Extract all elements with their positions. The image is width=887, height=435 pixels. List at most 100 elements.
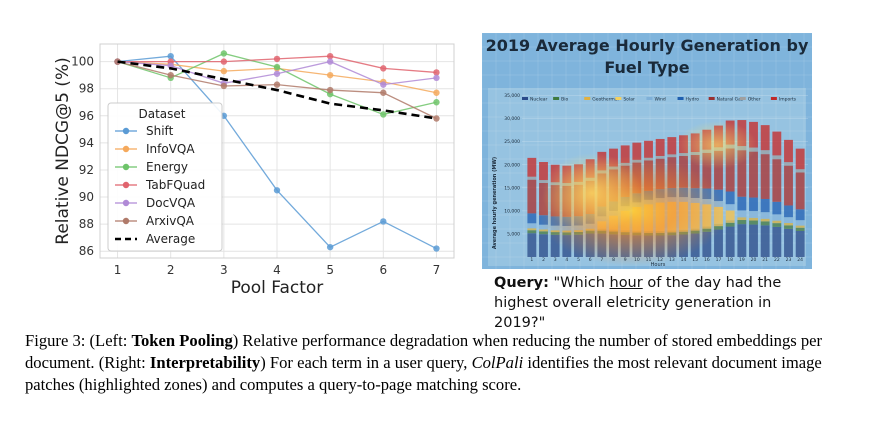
patch-cell — [551, 88, 567, 104]
data-point-shift — [380, 218, 387, 225]
patch-cell — [663, 116, 679, 132]
query-text: Query: "Which hour of the day had the hi… — [494, 273, 824, 333]
patch-cell — [775, 60, 791, 76]
patch-cell — [607, 74, 623, 90]
fuel-legend-swatch — [739, 97, 746, 100]
stack-segment — [737, 224, 747, 257]
hour-tick-label: 12 — [657, 257, 663, 263]
patch-cell — [663, 46, 679, 62]
patch-cell — [649, 88, 665, 104]
stack-segment — [772, 214, 782, 221]
hour-tick-label: 20 — [751, 257, 757, 263]
patch-cell — [663, 74, 679, 90]
patch-cell — [663, 88, 679, 104]
hour-tick-label: 3 — [554, 257, 557, 263]
x-axis-label: Pool Factor — [231, 278, 324, 298]
patch-cell — [775, 88, 791, 104]
fuel-legend-label: Imports — [779, 97, 797, 103]
patch-cell — [537, 144, 553, 160]
patch-cell — [621, 74, 637, 90]
data-point-tabfquad — [433, 69, 440, 76]
stack-segment — [772, 201, 782, 215]
hour-tick-label: 6 — [589, 257, 592, 263]
patch-cell — [495, 116, 511, 132]
stack-segment — [772, 131, 782, 156]
patch-cell — [607, 102, 623, 118]
data-point-arxivqa — [220, 82, 228, 90]
stack-segment — [784, 165, 793, 206]
legend-label-infovqa: InfoVQA — [146, 142, 195, 156]
patch-cell — [593, 60, 609, 76]
caption-mid-2: ) For each term in a user query, — [260, 353, 472, 372]
stack-segment — [737, 220, 747, 225]
patch-cell — [663, 102, 679, 118]
patch-cell — [803, 130, 812, 146]
figure-title-line2: Fuel Type — [604, 58, 689, 77]
patch-cell — [621, 130, 637, 146]
stack-segment — [539, 162, 548, 181]
patch-cell — [565, 33, 581, 48]
patch-cell — [761, 60, 777, 76]
patch-cell — [551, 130, 567, 146]
stack-segment — [702, 152, 712, 189]
legend-label-tabfquad: TabFQuad — [145, 178, 205, 192]
data-point-shift — [167, 52, 174, 60]
patch-cell — [705, 256, 721, 269]
patch-cell — [733, 102, 749, 118]
hour-tick-label: 10 — [634, 257, 640, 263]
patch-cell — [733, 74, 749, 90]
patch-cell — [523, 60, 539, 76]
patch-cell — [733, 33, 749, 48]
patch-cell — [537, 33, 553, 48]
patch-cell — [579, 60, 595, 76]
patch-cell — [705, 33, 721, 48]
patch-cell — [789, 33, 805, 48]
hour-tick-label: 21 — [762, 257, 768, 263]
patch-cell — [803, 74, 812, 90]
legend-label-energy: Energy — [146, 160, 188, 174]
stack-segment — [760, 221, 770, 226]
hour-tick-labels: 1 2 3 4 5 6 7 8 9 10 11 12 13 14 15 16 17 18 19 20 21 22 23 24 — [530, 257, 803, 263]
patch-cell — [803, 88, 812, 104]
pool-factor-chart: 86 88 90 92 94 96 98 100 1 2 3 4 5 6 7 Pool Factor Re… — [53, 43, 455, 298]
patch-cell — [677, 60, 693, 76]
patch-cell — [565, 116, 581, 132]
patch-cell — [482, 144, 497, 160]
patch-cell — [482, 33, 497, 48]
patch-cell — [523, 130, 539, 146]
patch-cell — [649, 60, 665, 76]
stack-segment — [784, 162, 793, 166]
patch-cell — [509, 242, 525, 258]
stack-segment — [784, 225, 793, 229]
patch-cell — [747, 102, 763, 118]
y-tick-label: 100 — [71, 55, 94, 69]
stack-segment — [527, 230, 537, 234]
stack-segment — [655, 138, 665, 156]
patch-cell — [509, 228, 525, 244]
stack-segment — [784, 139, 793, 163]
stack-segment — [760, 212, 770, 219]
caption-prefix: Figure 3: (Left: — [25, 331, 132, 350]
patch-cell — [537, 60, 553, 76]
patch-cell — [705, 102, 721, 118]
stack-segment — [749, 220, 758, 225]
patch-cell — [621, 60, 637, 76]
patch-cell — [747, 46, 763, 62]
stack-segment — [725, 222, 735, 227]
stack-segment — [760, 198, 770, 213]
hour-tick-label: 16 — [704, 257, 710, 263]
patch-cell — [705, 46, 721, 62]
stack-segment — [527, 228, 537, 231]
stack-segment — [725, 148, 735, 192]
patch-cell — [747, 88, 763, 104]
patch-cell — [635, 33, 651, 48]
stack-segment — [550, 234, 560, 257]
stack-segment — [760, 218, 770, 222]
stack-segment — [667, 154, 677, 158]
patch-cell — [649, 74, 665, 90]
mw-tick-label: 35,000 — [504, 93, 520, 99]
patch-cell — [509, 116, 525, 132]
patch-cell — [635, 88, 651, 104]
patch-cell — [803, 102, 812, 118]
stack-segment — [795, 148, 805, 170]
